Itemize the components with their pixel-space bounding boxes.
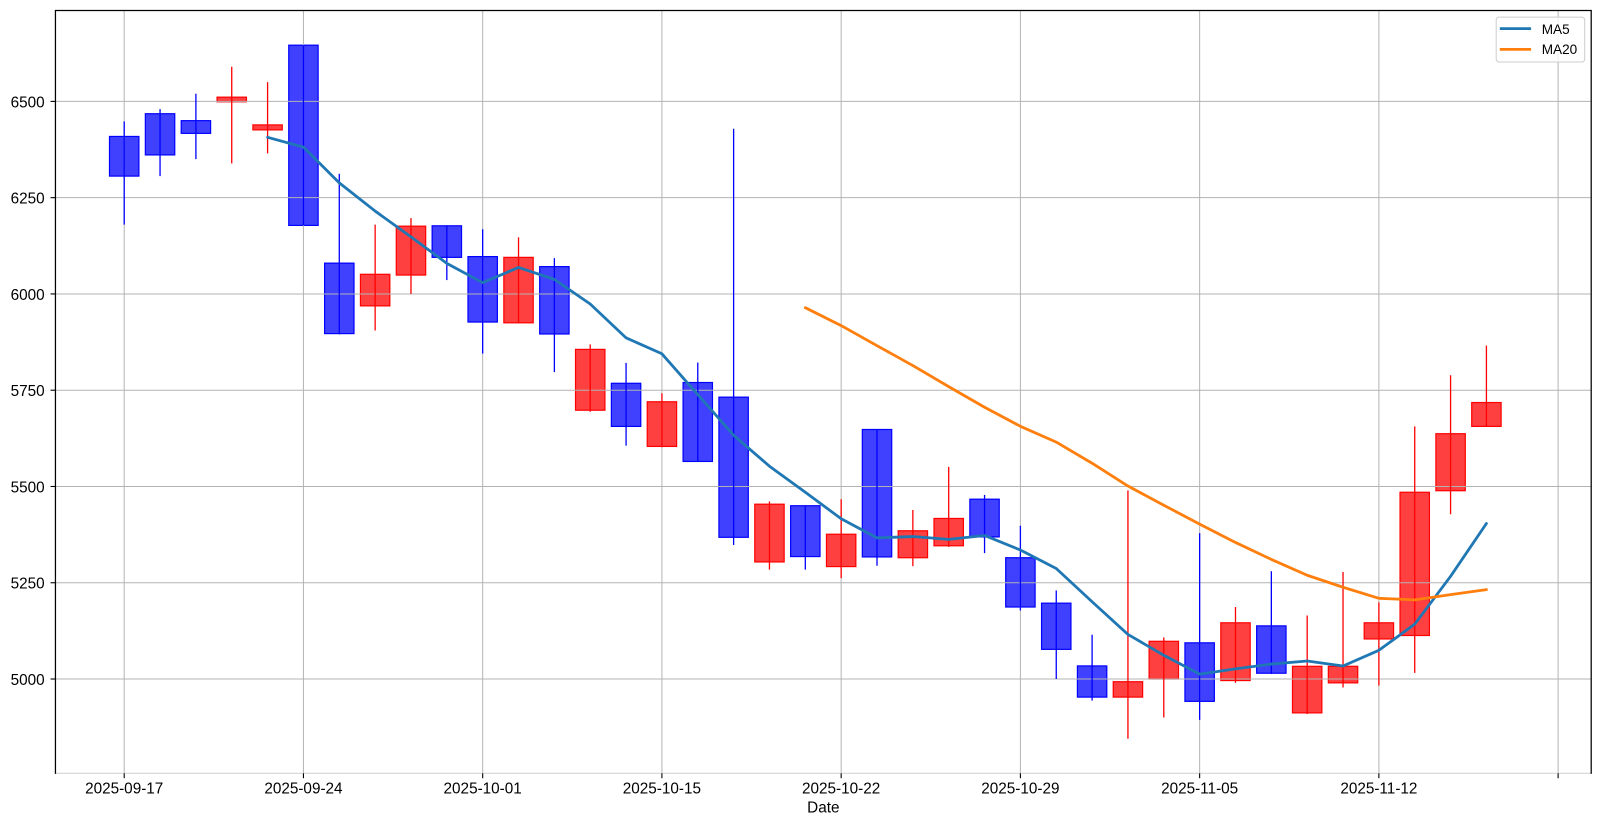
svg-text:2025-09-24: 2025-09-24	[264, 780, 343, 797]
svg-text:2025-09-17: 2025-09-17	[85, 780, 163, 797]
svg-text:2025-10-29: 2025-10-29	[981, 780, 1059, 797]
svg-text:MA20: MA20	[1542, 42, 1578, 57]
svg-text:5250: 5250	[11, 576, 45, 593]
svg-text:5750: 5750	[11, 383, 45, 400]
svg-text:2025-11-12: 2025-11-12	[1340, 780, 1417, 797]
svg-text:2025-11-05: 2025-11-05	[1161, 780, 1238, 797]
svg-text:2025-10-15: 2025-10-15	[623, 780, 701, 797]
svg-text:6000: 6000	[11, 287, 45, 304]
svg-text:2025-10-01: 2025-10-01	[444, 780, 522, 797]
svg-text:2025-10-22: 2025-10-22	[802, 780, 880, 797]
svg-text:5500: 5500	[11, 479, 45, 496]
svg-text:6250: 6250	[11, 191, 45, 208]
svg-text:5000: 5000	[11, 672, 45, 689]
svg-text:Date: Date	[807, 800, 839, 817]
svg-text:6500: 6500	[11, 94, 45, 111]
svg-text:MA5: MA5	[1542, 22, 1570, 37]
